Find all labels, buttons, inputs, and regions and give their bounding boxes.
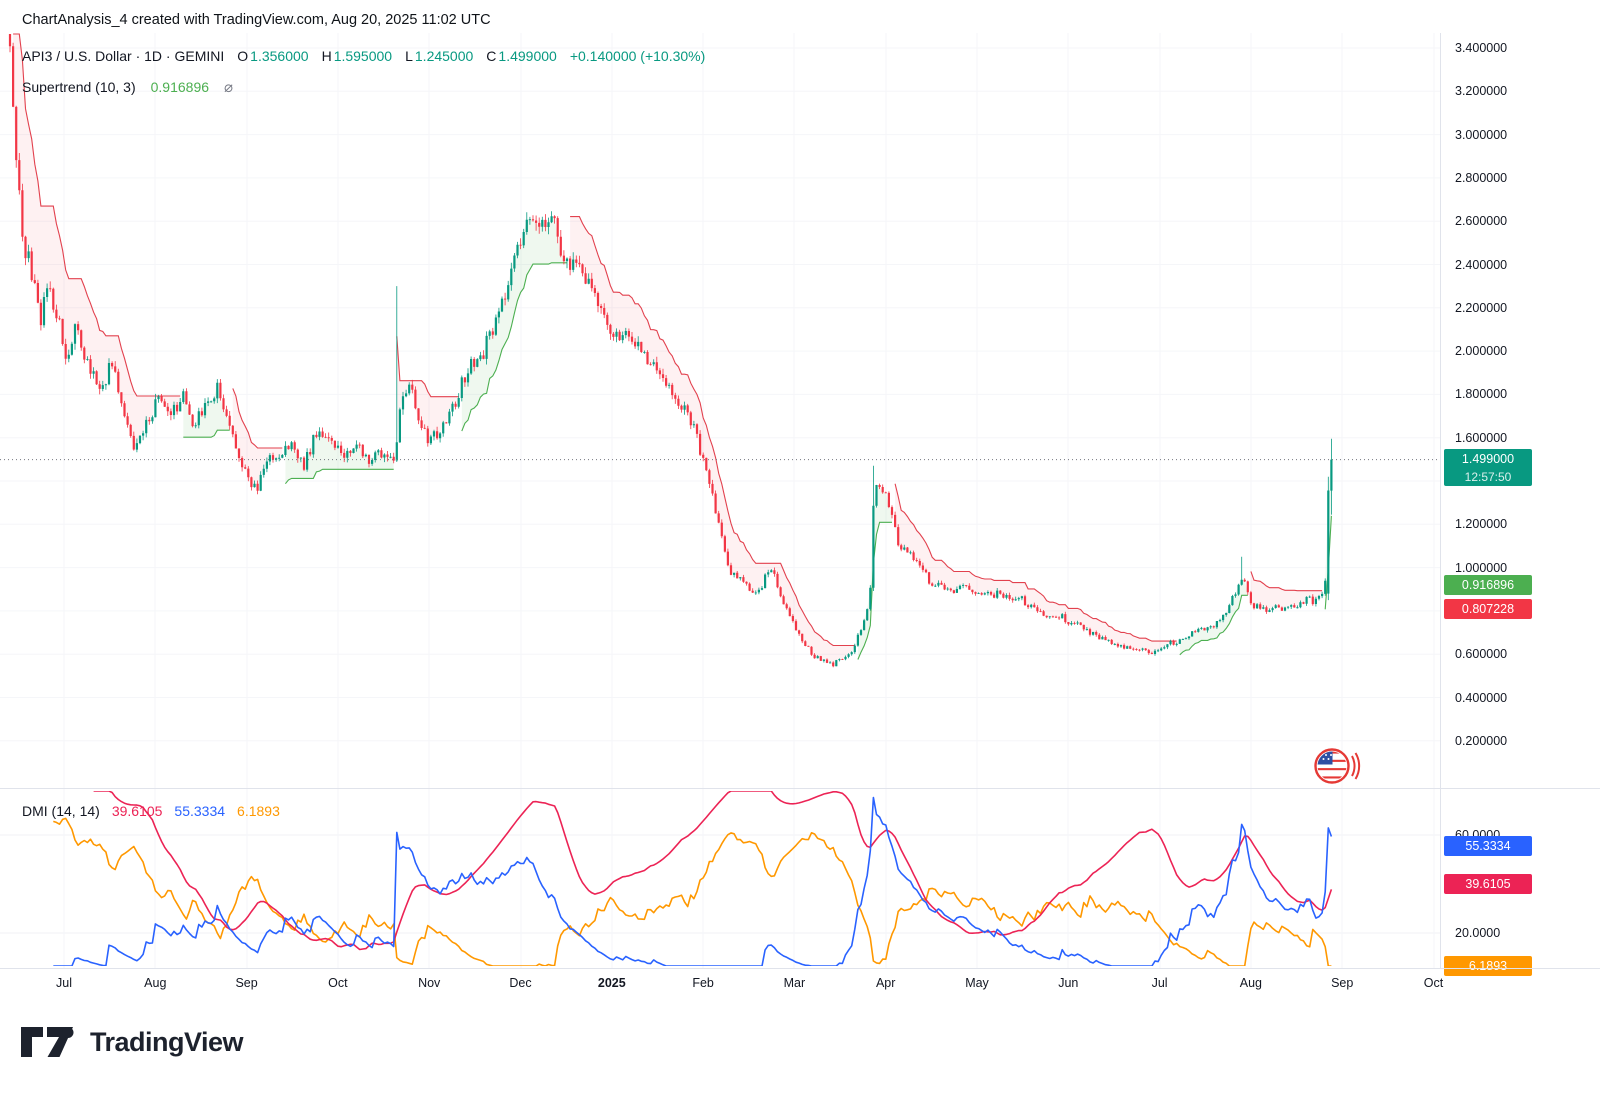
price-tick-label: 3.400000: [1455, 41, 1508, 55]
time-tick-label: 2025: [597, 976, 626, 990]
price-tick-label: 2.200000: [1455, 300, 1508, 315]
supertrend-value: 0.916896: [150, 79, 210, 95]
low-value: 1.245000: [414, 48, 474, 64]
time-tick-label: Oct: [328, 976, 348, 990]
supertrend-label: Supertrend (10, 3): [22, 79, 136, 95]
price-tick-label: 2.400000: [1455, 257, 1508, 272]
usd-flag-icon[interactable]: [1314, 748, 1361, 784]
symbol-legend[interactable]: API3 / U.S. Dollar · 1D · GEMINI O 1.3560…: [22, 48, 705, 64]
price-tick-label: 1.600000: [1455, 430, 1508, 445]
close-value: 1.499000: [498, 48, 557, 64]
price-tick-label: 0.200000: [1455, 733, 1508, 748]
dmi-minus-di-badge: 6.1893: [1444, 955, 1532, 976]
time-tick-label: Mar: [783, 976, 806, 990]
price-tick-label: 2.600000: [1455, 214, 1508, 229]
low-label: L: [405, 48, 413, 64]
open-value: 1.356000: [250, 48, 309, 64]
dmi-plus-di-value: 55.3334: [174, 803, 226, 819]
dmi-adx-badge: 39.6105: [1444, 874, 1532, 895]
time-tick-label: Aug: [1239, 976, 1263, 990]
time-tick-label: Dec: [509, 976, 532, 990]
time-tick-label: Sep: [235, 976, 258, 990]
open-label: O: [237, 48, 249, 64]
price-tick-label: 1.000000: [1455, 560, 1508, 575]
time-tick-label: Aug: [144, 976, 167, 990]
tradingview-logo-text: TradingView: [90, 1026, 244, 1057]
time-tick-label: May: [965, 976, 989, 990]
dmi-legend[interactable]: DMI (14, 14) 39.6105 55.3334 6.1893: [22, 803, 280, 819]
price-tick-label: 3.200000: [1455, 84, 1508, 99]
supertrend-down-badge: 0.807228: [1444, 598, 1532, 619]
time-tick-label: Oct: [1423, 976, 1444, 990]
price-tick-label: 2.800000: [1455, 170, 1508, 185]
hidden-indicator-icon: ⌀: [224, 79, 234, 96]
price-tick-label: 0.400000: [1455, 690, 1508, 705]
time-tick-label: Feb: [692, 976, 714, 990]
price-tick-label: 0.600000: [1455, 647, 1508, 662]
dmi-tick-label: 20.0000: [1455, 926, 1501, 940]
last-price-badge: 1.499000 12:57:50: [1444, 449, 1532, 487]
time-tick-label: Nov: [418, 976, 441, 990]
time-tick-label: Apr: [875, 976, 896, 990]
time-tick-label: Jun: [1058, 976, 1079, 990]
price-tick-label: 2.000000: [1455, 344, 1508, 359]
price-tick-label: 1.800000: [1455, 387, 1508, 402]
close-label: C: [486, 48, 497, 64]
time-tick-label: Jul: [1151, 976, 1168, 990]
pane-separator[interactable]: [0, 788, 1600, 789]
supertrend-legend[interactable]: Supertrend (10, 3) 0.916896 ⌀: [22, 78, 233, 96]
tradingview-attribution[interactable]: TradingView: [20, 1024, 244, 1060]
dmi-adx-value: 39.6105: [111, 803, 163, 819]
watermark-text: ChartAnalysis_4 created with TradingView…: [22, 12, 491, 28]
price-axis-separator: [1440, 33, 1441, 968]
price-tick-label: 3.000000: [1455, 127, 1508, 142]
dmi-label: DMI (14, 14): [22, 803, 100, 819]
supertrend-up-badge: 0.916896: [1444, 575, 1532, 596]
tradingview-logo-icon: [21, 1027, 74, 1057]
dmi-plus-di-badge: 55.3334: [1444, 835, 1532, 856]
time-tick-label: Jul: [56, 976, 72, 990]
high-label: H: [321, 48, 332, 64]
change-value: +0.140000 (+10.30%): [569, 48, 706, 64]
time-axis-separator: [0, 968, 1600, 969]
high-value: 1.595000: [333, 48, 393, 64]
dmi-minus-di-value: 6.1893: [237, 803, 280, 819]
time-tick-label: Sep: [1331, 976, 1354, 990]
price-tick-label: 1.200000: [1455, 517, 1508, 532]
symbol-title: API3 / U.S. Dollar · 1D · GEMINI: [22, 48, 225, 64]
